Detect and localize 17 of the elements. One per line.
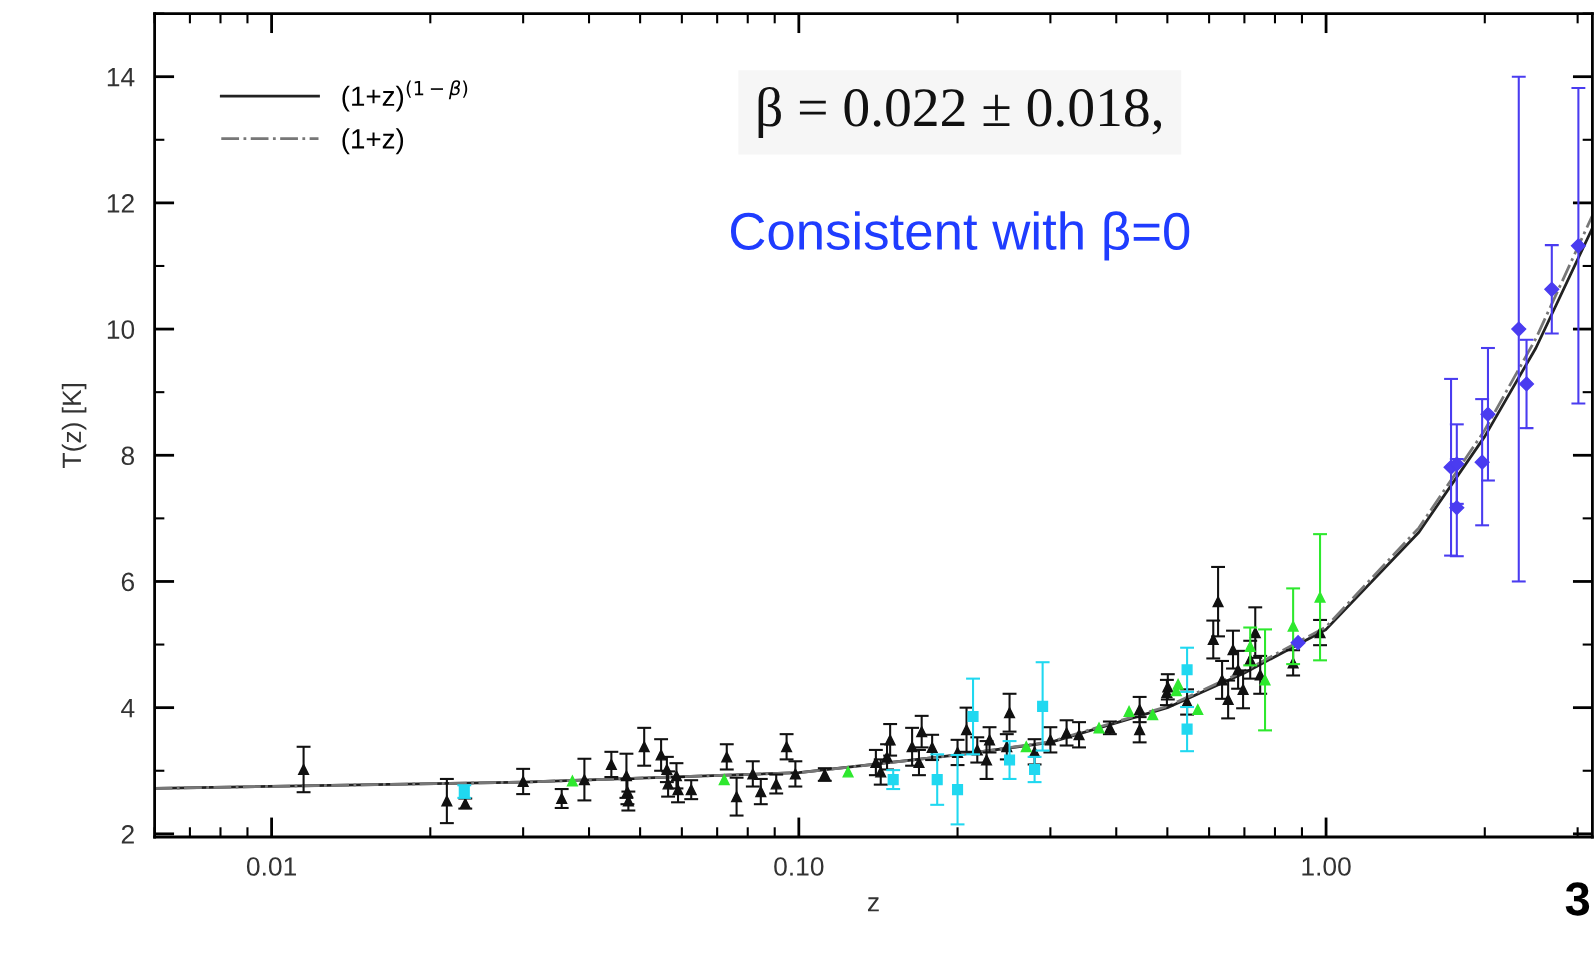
x-axis-title: z xyxy=(867,897,879,912)
y-tick-label: 8 xyxy=(121,446,135,466)
y-tick-label: 10 xyxy=(107,320,135,339)
annotation: Consistent with β=0 xyxy=(730,211,1190,261)
y-tick-label: 14 xyxy=(107,68,135,87)
y-tick-label: 4 xyxy=(121,699,135,718)
y-tick-label: 12 xyxy=(107,194,134,213)
y-tick-label: 2 xyxy=(121,824,134,844)
x-tick-label: 0.01 xyxy=(246,857,296,876)
x-tick-label: 0.10 xyxy=(774,857,824,876)
legend-label: (1+z) xyxy=(342,128,404,155)
x-tick-label: 1.00 xyxy=(1302,857,1351,876)
annotation: β = 0.022 ± 0.018, xyxy=(758,86,1162,138)
y-tick-label: 6 xyxy=(121,572,135,592)
y-axis-title: T(z) [K] xyxy=(61,383,87,468)
legend-label: (1+z)$^{(1−β)}$ xyxy=(342,80,468,112)
text: 3 xyxy=(1565,882,1590,916)
